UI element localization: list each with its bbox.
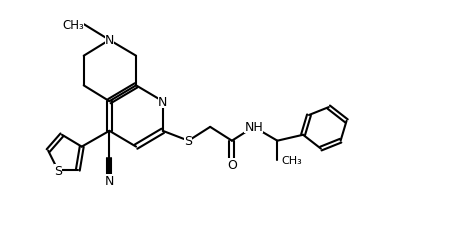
Text: N: N xyxy=(105,34,114,47)
Text: N: N xyxy=(105,175,114,188)
Text: NH: NH xyxy=(244,121,263,134)
Text: O: O xyxy=(227,159,237,172)
Text: CH₃: CH₃ xyxy=(281,156,302,166)
Text: CH₃: CH₃ xyxy=(62,18,84,31)
Text: S: S xyxy=(54,164,62,177)
Text: N: N xyxy=(158,95,167,108)
Text: S: S xyxy=(184,135,193,148)
